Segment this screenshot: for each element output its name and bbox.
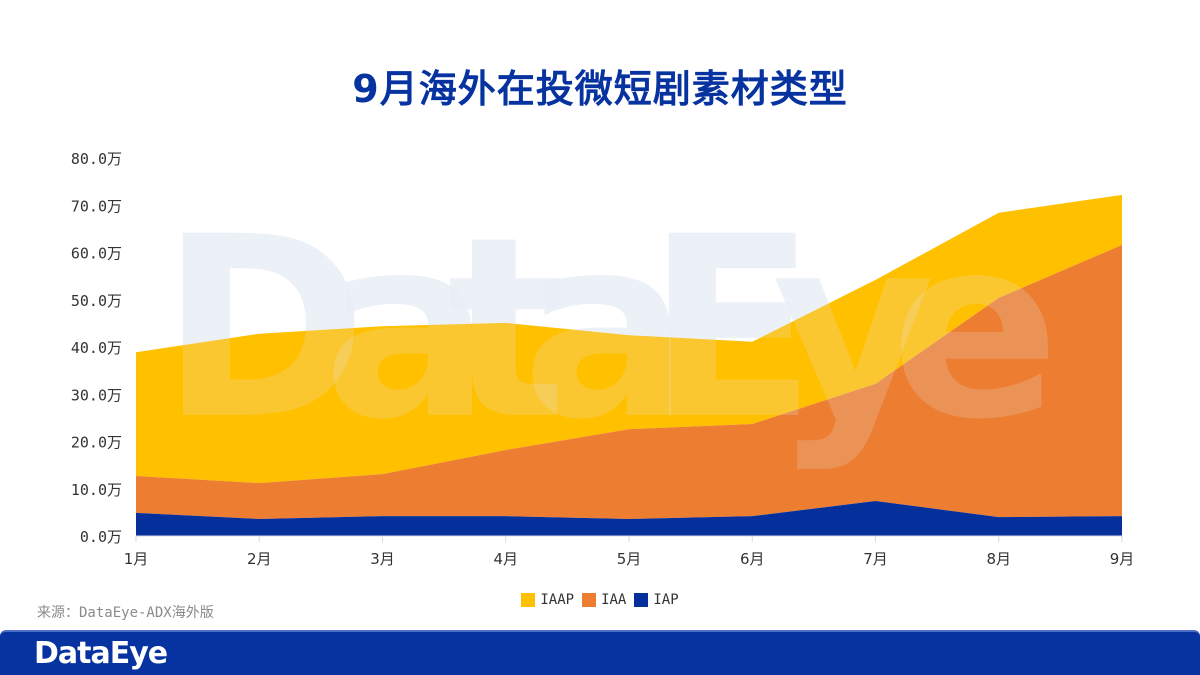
x-tick-label: 3月 — [370, 550, 395, 568]
area-iaap — [136, 194, 1122, 484]
legend-label: IAP — [653, 592, 679, 608]
x-tick-label: 5月 — [617, 550, 642, 568]
y-tick-label: 10.0万 — [71, 481, 122, 499]
x-tick-label: 1月 — [124, 550, 149, 568]
footer-bar: DataEye — [0, 630, 1200, 675]
legend-swatch — [521, 593, 536, 607]
y-tick-label: 70.0万 — [71, 197, 122, 215]
dataeye-logo: DataEye — [34, 636, 168, 671]
legend-item-iaa[interactable]: IAA — [582, 592, 626, 608]
y-tick-label: 40.0万 — [71, 339, 122, 357]
watermark-overlay: DataEye — [160, 183, 1060, 474]
x-tick-label: 8月 — [986, 550, 1011, 568]
area-iap — [136, 501, 1122, 536]
legend-label: IAA — [601, 592, 627, 608]
y-tick-label: 20.0万 — [71, 434, 122, 452]
y-tick-label: 50.0万 — [71, 292, 122, 310]
legend-item-iaap[interactable]: IAAP — [521, 592, 574, 608]
area-series — [136, 194, 1122, 536]
stacked-area-chart: DataEye DataEye 1月2月3月4月5月6月7月8月9月0.0万10… — [71, 150, 1134, 568]
legend: IAAP IAA IAP — [0, 592, 1200, 608]
x-tick-label: 7月 — [863, 550, 888, 568]
y-tick-label: 30.0万 — [71, 386, 122, 404]
x-tick-label: 4月 — [493, 550, 518, 568]
svg-text:DataEye: DataEye — [160, 183, 1060, 474]
x-tick-label: 9月 — [1110, 550, 1135, 568]
area-iaa — [136, 244, 1122, 519]
x-tick-label: 2月 — [247, 550, 272, 568]
x-tick-label: 6月 — [740, 550, 765, 568]
legend-label: IAAP — [540, 592, 575, 608]
chart-title: 9月海外在投微短剧素材类型 — [352, 67, 848, 111]
source-note: 来源：DataEye-ADX海外版 — [37, 605, 214, 621]
axes: 1月 2月 3月 4月 5月 6月 7月 8月 9月 0.0万 10.0万 20.0万 30.0万 40.… — [71, 150, 1134, 568]
y-tick-label: 60.0万 — [71, 245, 122, 263]
y-tick-label: 80.0万 — [71, 150, 122, 168]
y-tick-label: 0.0万 — [80, 528, 122, 546]
legend-swatch — [634, 593, 649, 607]
legend-swatch — [582, 593, 597, 607]
legend-item-iap[interactable]: IAP — [634, 592, 679, 608]
